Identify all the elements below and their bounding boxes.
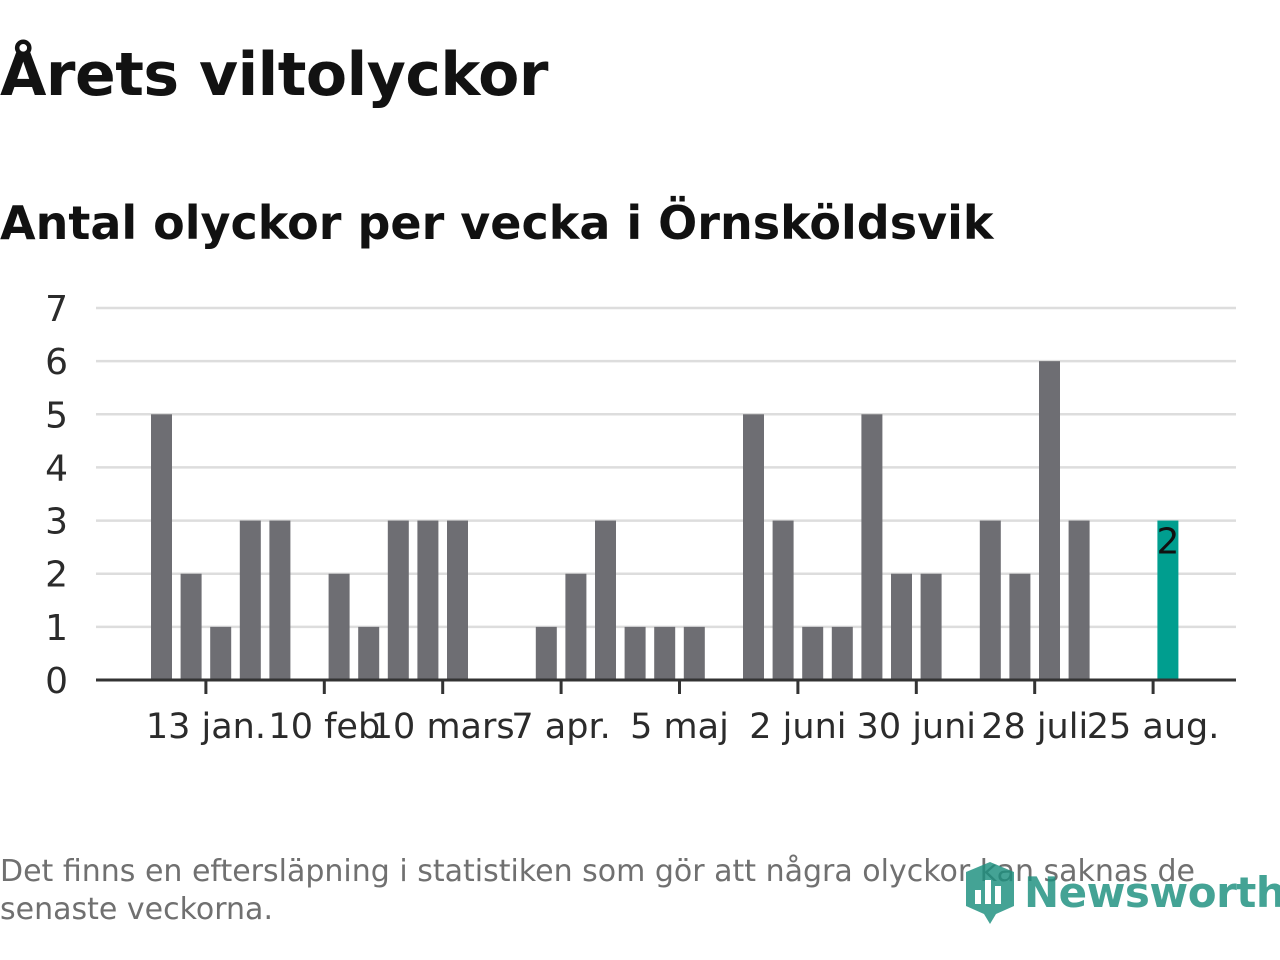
bar: [1068, 520, 1090, 680]
bar: [269, 520, 291, 680]
highlight-data-label: 2: [1156, 522, 1179, 563]
x-tick-label: 10 mars: [371, 707, 515, 747]
annotations: 2: [1156, 522, 1179, 563]
bar: [979, 520, 1001, 680]
bars: [151, 361, 1179, 680]
bar: [1039, 361, 1060, 680]
bar: [565, 573, 587, 680]
y-axis-tick-labels: 0 1 2 3 4 5 6 7: [45, 289, 68, 702]
bar: [1009, 573, 1031, 680]
bar: [239, 520, 261, 680]
newsworthy-logo: Newsworthy: [964, 858, 1280, 926]
bar: [595, 520, 616, 680]
x-tick-label: 30 juni: [857, 707, 976, 747]
y-tick-label: 2: [45, 555, 68, 596]
y-tick-label: 1: [45, 608, 68, 649]
x-tick-label: 13 jan.: [146, 707, 266, 747]
bar: [802, 626, 824, 680]
y-tick-label: 0: [45, 661, 68, 702]
gridlines: [96, 306, 1236, 629]
bar: [417, 520, 439, 680]
bar: [151, 414, 172, 680]
bar: [772, 520, 794, 680]
bar: [891, 573, 912, 680]
x-tick-label: 28 juli: [981, 707, 1088, 747]
bar: [683, 626, 705, 680]
x-tick-label: 2 juni: [749, 707, 846, 747]
x-tick-label: 7 apr.: [511, 707, 610, 747]
y-tick-label: 4: [45, 448, 68, 489]
bar: [328, 573, 350, 680]
y-tick-label: 7: [45, 289, 68, 330]
bar: [920, 573, 942, 680]
y-tick-label: 6: [45, 342, 68, 383]
chart-title: Årets viltolyckor: [0, 40, 549, 110]
y-tick-label: 5: [45, 395, 68, 436]
bar: [535, 626, 557, 680]
x-tick-label: 5 maj: [630, 707, 729, 747]
logo-text: Newsworthy: [1024, 867, 1280, 917]
bar: [743, 414, 764, 680]
bar: [624, 626, 646, 680]
bar: [387, 520, 409, 680]
bar: [210, 626, 232, 680]
bar: [654, 626, 676, 680]
bar: [831, 626, 853, 680]
x-tick-label: 25 aug.: [1087, 707, 1220, 747]
y-tick-label: 3: [45, 502, 68, 543]
chart-subtitle: Antal olyckor per vecka i Örnsköldsvik: [0, 196, 994, 250]
x-tick-label: 10 feb: [268, 707, 380, 747]
x-axis: [96, 678, 1236, 694]
bar: [180, 573, 202, 680]
bar-highlight: [1157, 520, 1179, 680]
newsworthy-bar-chart-icon: [966, 862, 1014, 924]
bar: [358, 626, 380, 680]
bar: [447, 520, 468, 680]
bar: [861, 414, 883, 680]
